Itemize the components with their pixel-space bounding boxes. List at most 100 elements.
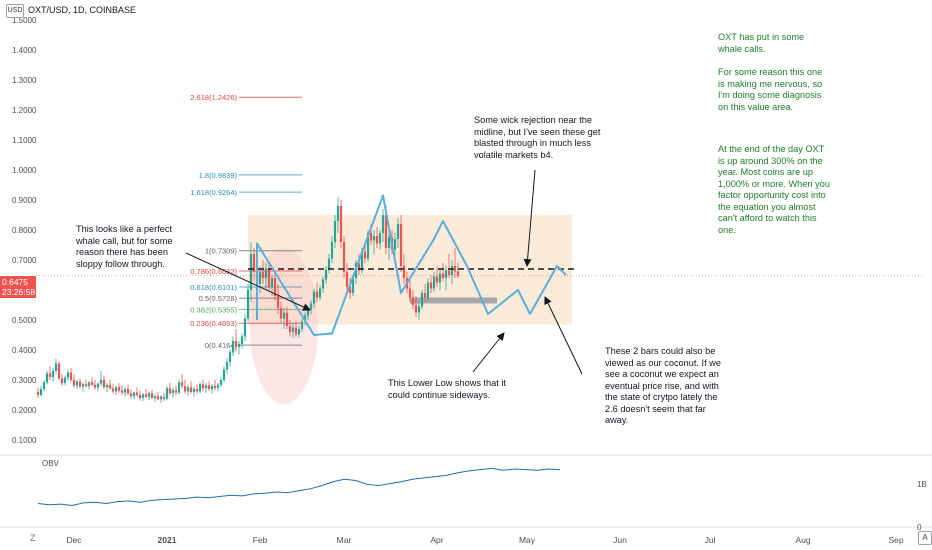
candle-body [429,282,433,289]
candle-body [234,341,238,347]
y-tick-label: 0.2000 [12,406,37,415]
candle-body [216,384,220,388]
fib-level-label: 2.618(1.2426) [190,93,237,102]
candle-body [420,293,424,307]
candle-body [360,251,364,271]
auto-scale-icon[interactable]: A [918,531,932,545]
candle-body [306,309,310,316]
candle-body [183,386,187,392]
candle-body [438,273,442,283]
candle-body [225,362,229,370]
candle-body [453,266,457,272]
zoom-icon[interactable]: Z [30,533,36,543]
candle-body [186,387,190,392]
candle-body [111,388,115,392]
candle-body [357,263,361,271]
note-whale-calls-intro: OXT has put in some whale calls. [718,32,805,54]
candle-body [114,387,118,392]
obv-axis-label: 1B [917,480,927,489]
candle-body [291,327,295,332]
candle-body [330,242,334,259]
candle-body [117,387,121,391]
candle-body [369,233,373,241]
candle-body [276,296,280,308]
annotation-arrow [472,332,505,373]
candle-body [126,389,130,394]
x-tick-label: Feb [253,535,268,545]
x-tick-label: Apr [430,535,443,545]
candle-body [246,290,250,319]
candle-body [219,380,223,385]
candle-body [174,390,178,393]
candle-body [135,392,139,395]
candle-body [144,394,148,397]
candle-body [366,233,370,259]
y-tick-label: 1.5000 [12,16,37,25]
x-tick-label: Jul [705,535,716,545]
candle-body [294,327,298,335]
candle-body [324,269,328,280]
candle-body [285,312,289,326]
candle-body [423,293,427,298]
zigzag-pattern [256,194,567,336]
candle-body [309,303,313,310]
fib-level-label: 0.618(0.6101) [190,283,237,292]
candle-body [381,215,385,233]
candle-body [450,266,454,275]
candle-body [447,270,451,275]
fib-level-label: 1.618(0.9264) [190,188,237,197]
currency-badge[interactable]: USD [6,4,24,18]
obv-axis-label: 0 [917,523,922,532]
candle-body [384,215,388,248]
x-tick-label: May [519,535,536,545]
candle-body [345,272,349,287]
y-tick-label: 0.1000 [12,436,37,445]
candle-body [129,393,133,397]
candle-body [195,389,199,392]
candle-body [207,385,211,389]
y-tick-label: 1.1000 [12,136,37,145]
support-bar [410,297,497,304]
y-tick-label: 0.5000 [12,316,37,325]
x-tick-label: 2021 [158,535,177,545]
candle-body [303,315,307,322]
candle-body [102,380,106,388]
note-nervous: For some reason this one is making me ne… [718,67,823,112]
candle-body [57,363,61,379]
candle-body [96,383,100,388]
candle-body [399,224,403,266]
fib-level-label: 1.8(0.9839) [199,171,238,180]
candle-body [273,278,277,296]
candle-body [75,381,79,386]
y-tick-label: 0.8000 [12,226,37,235]
fib-level-label: 0(0.4164) [205,341,238,350]
candle-body [348,287,352,293]
x-tick-label: Sep [888,535,903,545]
candle-body [342,242,346,272]
candle-body [426,282,430,298]
candle-body [63,377,67,383]
candle-body [204,385,208,389]
symbol-title[interactable]: OXT/USD, 1D, COINBASE [28,5,137,15]
candle-body [78,381,82,387]
candle-body [84,384,88,386]
y-tick-label: 0.9000 [12,196,37,205]
candle-body [198,384,202,392]
candle-body [270,278,274,288]
candle-body [201,384,205,389]
candle-body [243,318,247,337]
candle-body [417,306,421,313]
candle-body [177,382,181,393]
candle-body [315,291,319,298]
y-tick-label: 0.4000 [12,346,37,355]
candle-body [189,387,193,392]
y-tick-label: 0.7000 [12,256,37,265]
candle-body [39,389,43,395]
candle-body [327,258,331,270]
obv-line [37,467,561,506]
candle-body [411,297,415,305]
candle-body [210,386,214,389]
fib-level-label: 0.382(0.5355) [190,305,237,314]
candle-body [321,279,325,289]
